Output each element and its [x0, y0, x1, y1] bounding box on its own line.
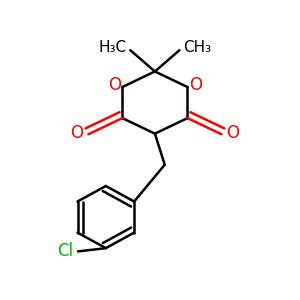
Text: O: O — [189, 76, 202, 94]
Text: O: O — [70, 124, 83, 142]
Text: O: O — [108, 76, 121, 94]
Text: H₃C: H₃C — [98, 40, 126, 55]
Text: Cl: Cl — [58, 242, 74, 260]
Text: O: O — [226, 124, 239, 142]
Text: CH₃: CH₃ — [183, 40, 211, 55]
